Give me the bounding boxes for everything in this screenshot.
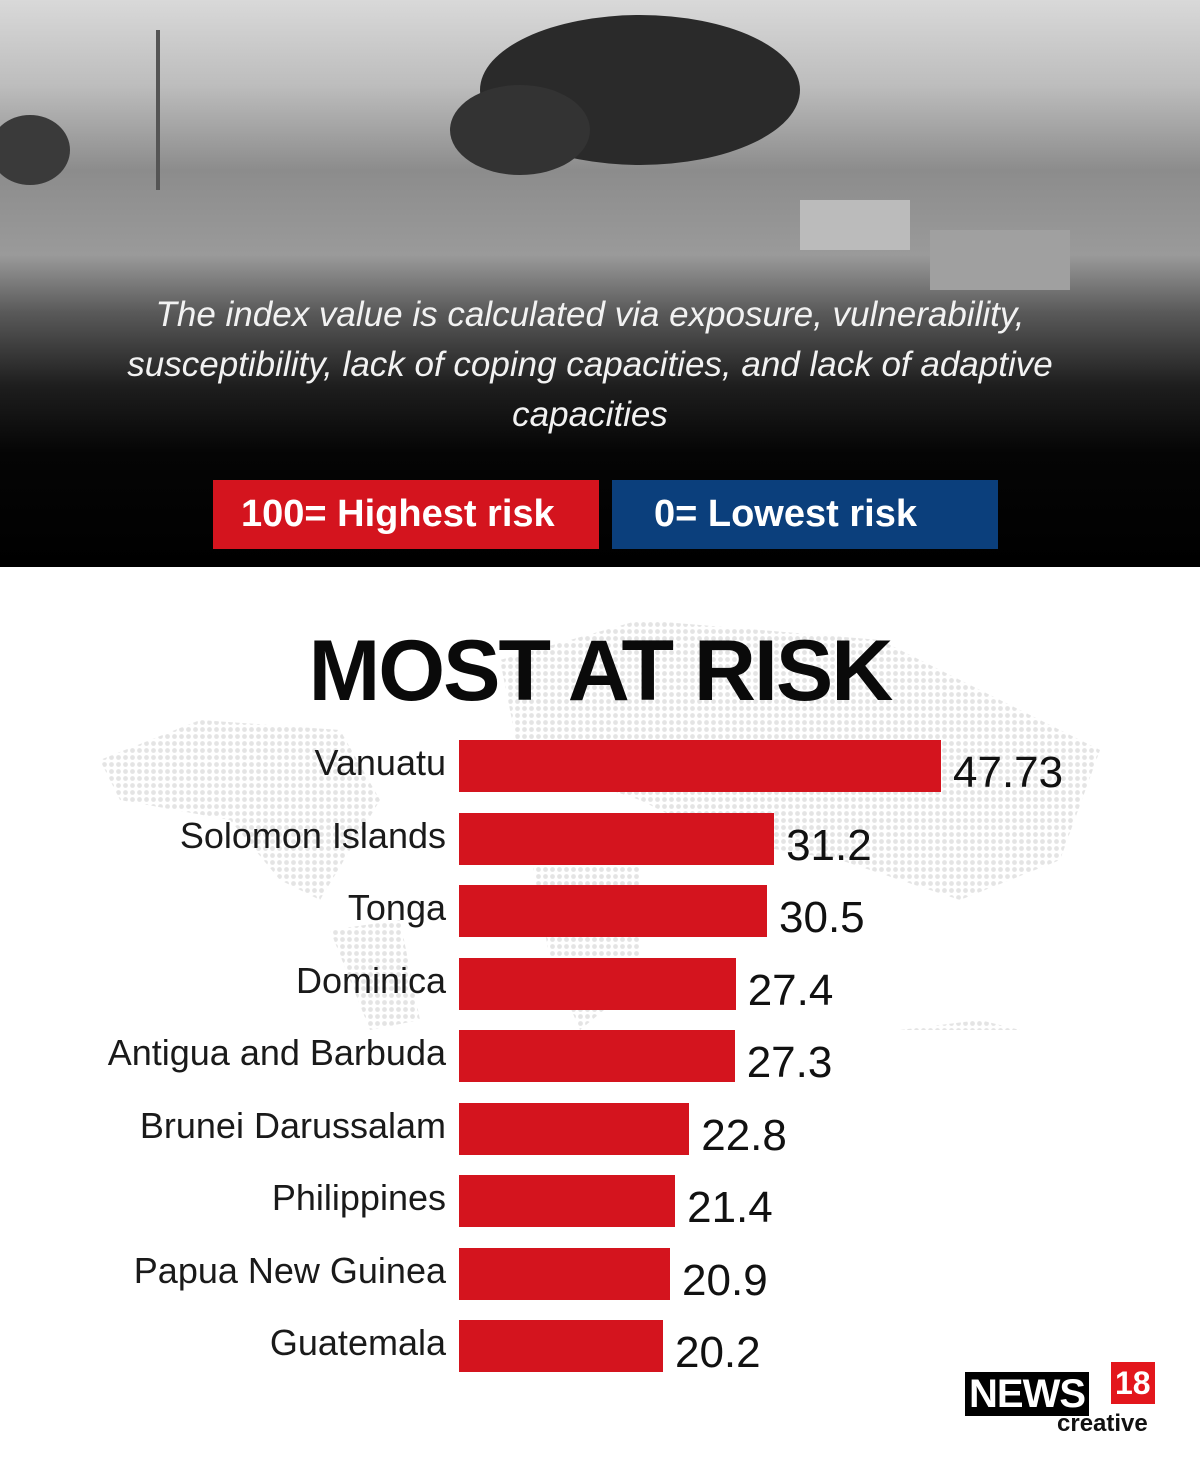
category-label: Dominica <box>295 959 446 1001</box>
tree-silhouette-image <box>0 15 1070 290</box>
value-label: 31.2 <box>786 820 872 870</box>
bar <box>459 740 941 792</box>
category-label: Papua New Guinea <box>133 1249 446 1291</box>
value-label: 20.9 <box>682 1255 768 1305</box>
category-label: Guatemala <box>269 1322 446 1363</box>
bar <box>459 1320 663 1372</box>
bar <box>459 1175 676 1227</box>
value-label: 27.3 <box>746 1038 833 1087</box>
news18-logo: NEWS 18 creative <box>965 1362 1165 1442</box>
value-label: 21.4 <box>687 1183 773 1232</box>
bar <box>459 1030 735 1082</box>
chart-title: MOST AT RISK <box>308 623 894 719</box>
category-label: Tonga <box>347 887 446 928</box>
legend-highest-risk: 100= Highest risk <box>213 480 599 549</box>
bar <box>459 1247 671 1300</box>
value-label: 20.2 <box>674 1328 761 1377</box>
logo-news: NEWS <box>965 1372 1089 1416</box>
logo-creative: creative <box>1057 1410 1148 1437</box>
category-label: Brunei Darussalam <box>139 1104 446 1146</box>
bar <box>459 885 767 937</box>
value-label: 30.5 <box>779 893 865 942</box>
hero-photo: The index value is calculated via exposu… <box>0 0 1200 567</box>
logo-18: 18 <box>1111 1362 1155 1404</box>
value-label: 47.73 <box>953 748 1064 797</box>
category-label: Vanuatu <box>314 742 446 783</box>
bar <box>459 812 775 865</box>
category-label: Solomon Islands <box>179 814 446 856</box>
value-label: 27.4 <box>747 965 834 1015</box>
bar <box>459 1102 690 1155</box>
legend-lowest-risk: 0= Lowest risk <box>612 480 998 549</box>
category-label: Philippines <box>271 1177 446 1218</box>
bar <box>459 957 736 1010</box>
subtitle: The index value is calculated via exposu… <box>127 295 1053 434</box>
category-label: Antigua and Barbuda <box>107 1032 446 1073</box>
value-label: 22.8 <box>701 1110 787 1160</box>
